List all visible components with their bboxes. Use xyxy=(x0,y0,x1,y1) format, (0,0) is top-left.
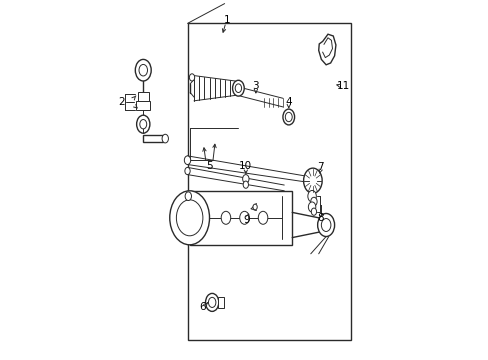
Text: 4: 4 xyxy=(285,96,291,107)
Circle shape xyxy=(184,167,190,175)
Text: 6: 6 xyxy=(199,302,205,312)
Circle shape xyxy=(136,115,150,133)
Circle shape xyxy=(140,120,146,129)
Circle shape xyxy=(243,181,248,188)
Circle shape xyxy=(307,190,316,202)
Circle shape xyxy=(283,109,294,125)
Circle shape xyxy=(139,64,147,76)
Circle shape xyxy=(235,84,241,93)
Circle shape xyxy=(303,168,322,193)
Circle shape xyxy=(309,176,314,184)
Circle shape xyxy=(311,208,316,215)
Circle shape xyxy=(205,293,218,311)
Text: 2: 2 xyxy=(118,96,125,107)
Circle shape xyxy=(258,211,267,224)
Circle shape xyxy=(252,204,257,210)
Bar xyxy=(136,101,150,110)
Circle shape xyxy=(185,192,191,201)
Bar xyxy=(143,135,163,142)
Circle shape xyxy=(169,191,209,245)
Circle shape xyxy=(184,156,190,165)
Text: 1: 1 xyxy=(224,15,230,25)
Polygon shape xyxy=(318,34,335,65)
Bar xyxy=(218,297,224,308)
Text: 8: 8 xyxy=(317,213,323,223)
Text: 10: 10 xyxy=(239,161,252,171)
Circle shape xyxy=(239,211,249,224)
Text: 3: 3 xyxy=(252,81,259,91)
Circle shape xyxy=(221,211,230,224)
Text: 7: 7 xyxy=(317,162,323,172)
Text: 9: 9 xyxy=(244,215,250,225)
Bar xyxy=(189,191,292,245)
Circle shape xyxy=(162,134,168,143)
Text: 11: 11 xyxy=(337,81,350,91)
Bar xyxy=(187,23,350,340)
Circle shape xyxy=(189,74,194,81)
Circle shape xyxy=(310,197,317,206)
Circle shape xyxy=(135,59,151,81)
Circle shape xyxy=(176,200,203,236)
Circle shape xyxy=(208,297,215,307)
Circle shape xyxy=(232,80,244,96)
Bar xyxy=(138,92,148,101)
Text: 5: 5 xyxy=(205,161,212,171)
Circle shape xyxy=(321,219,330,231)
Circle shape xyxy=(242,175,248,183)
Circle shape xyxy=(317,213,334,237)
Circle shape xyxy=(308,202,315,212)
Circle shape xyxy=(285,112,292,122)
